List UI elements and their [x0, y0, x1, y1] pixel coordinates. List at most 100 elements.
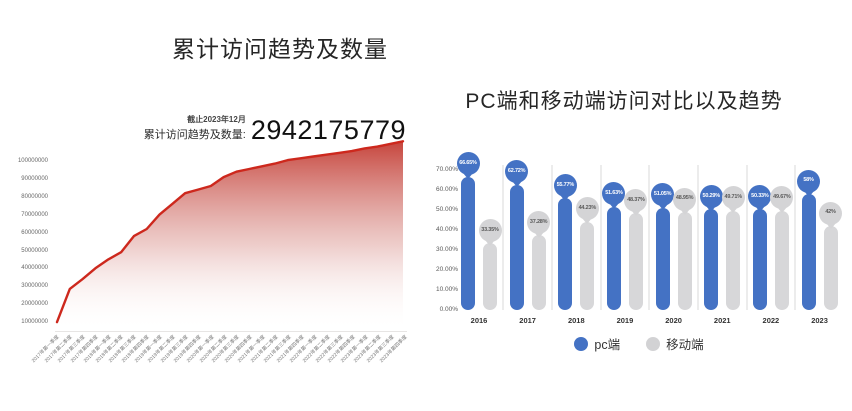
pc-value-label: 62.72%: [507, 167, 526, 174]
left-chart-title: 累计访问趋势及数量: [172, 36, 388, 62]
pc-bar: [461, 176, 475, 310]
area-fill-shape: [57, 141, 403, 331]
pc-value-balloon: 62.72%: [505, 160, 529, 184]
mobile-value-label: 44.23%: [578, 204, 597, 211]
y-axis-label: 90000000: [21, 175, 48, 182]
pc-value-balloon: 58%: [797, 169, 821, 193]
mobile-bar: [483, 243, 497, 310]
pc-value-label: 55.77%: [556, 181, 575, 188]
mobile-bar: [531, 235, 546, 310]
pc-bar: [655, 207, 670, 310]
y-axis-label: 100000000: [17, 158, 48, 164]
year-label: 2019: [616, 316, 634, 325]
pc-value-label: 58%: [803, 177, 814, 184]
year-label: 2023: [811, 316, 828, 325]
y-axis-label: 70.00%: [435, 166, 458, 173]
area-line-path: [55, 140, 405, 324]
group-divider-line: [745, 165, 748, 310]
y-axis-label: 10.00%: [435, 286, 458, 293]
y-axis-label: 30000000: [21, 283, 48, 290]
pc-bar: [801, 194, 816, 310]
y-axis-label: 80000000: [21, 193, 48, 200]
y-axis-label: 70000000: [21, 211, 48, 218]
pc-bar: [704, 209, 719, 310]
pc-legend-label: pc端: [594, 338, 621, 352]
pc-bar: [558, 198, 573, 310]
group-divider-line: [502, 165, 505, 310]
pc-bar: [606, 206, 621, 310]
mobile-bar: [823, 226, 838, 310]
cumulative-total-stat: 截止2023年12月 累计访问趋势及数量: 2942175779: [50, 114, 406, 144]
legend-item-pc: pc端: [574, 334, 620, 353]
year-label: 2020: [665, 316, 682, 325]
y-axis-label: 10000000: [21, 319, 48, 326]
area-chart-plot: [55, 140, 405, 331]
mobile-value-balloon: 49.67%: [770, 186, 794, 210]
cumulative-visits-chart: 累计访问趋势及数量 截止2023年12月 累计访问趋势及数量: 29421757…: [17, 36, 409, 364]
y-axis-label: 60.00%: [435, 186, 458, 193]
mobile-value-balloon: 48.95%: [673, 187, 697, 211]
year-label: 2022: [762, 316, 780, 325]
mobile-value-label: 49.67%: [773, 193, 791, 200]
year-label: 2021: [713, 316, 731, 325]
year-label: 2017: [519, 316, 536, 325]
y-axis-label: 0.00%: [439, 306, 458, 313]
right-chart-title: PC端和移动端访问对比以及趋势: [465, 90, 783, 113]
y-axis-label: 40000000: [21, 265, 48, 272]
pc-value-label: 66.65%: [459, 159, 477, 166]
mobile-legend-dot-icon: [646, 336, 661, 351]
mobile-value-label: 48.95%: [675, 195, 694, 202]
group-divider-line: [794, 165, 797, 310]
pc-bar: [752, 209, 767, 310]
mobile-bar: [726, 210, 741, 310]
y-axis-label: 50000000: [21, 247, 48, 254]
pc-legend-dot-icon: [574, 336, 589, 351]
year-label: 2016: [470, 316, 488, 325]
group-divider-line: [648, 165, 651, 310]
y-axis-label: 20.00%: [435, 266, 458, 273]
mobile-value-balloon: 48.37%: [624, 188, 648, 212]
y-axis-label: 50.00%: [435, 206, 458, 213]
pc-value-balloon: 51.63%: [602, 182, 626, 206]
y-axis-label: 60000000: [21, 229, 48, 236]
mobile-value-balloon: 44.23%: [575, 197, 599, 221]
mobile-value-balloon: 33.35%: [478, 218, 502, 242]
pc-bar: [509, 184, 524, 310]
pc-vs-mobile-chart: PC端和移动端访问对比以及趋势 70.00% 60.00% 50.00% 40.00%…: [426, 0, 852, 411]
mobile-value-balloon: 42%: [819, 201, 843, 225]
pc-value-balloon: 50.33%: [748, 184, 772, 208]
pc-value-balloon: 51.05%: [651, 183, 675, 207]
y-axis-label: 40.00%: [435, 226, 458, 233]
y-axis-label: 20000000: [21, 301, 48, 308]
legend-item-mobile: 移动端: [646, 334, 704, 353]
y-axis-label: 30.00%: [435, 246, 458, 253]
mobile-value-label: 48.37%: [627, 196, 645, 203]
pc-value-balloon: 50.29%: [699, 184, 723, 208]
year-label: 2018: [567, 316, 585, 325]
mobile-value-balloon: 49.71%: [721, 186, 745, 210]
pc-value-label: 51.63%: [605, 189, 623, 196]
mobile-bar: [677, 212, 692, 310]
stat-caption-label: 累计访问趋势及数量:: [143, 129, 246, 141]
group-divider-line: [696, 165, 699, 310]
mobile-legend-label: 移动端: [666, 338, 704, 352]
pc-value-balloon: 66.65%: [456, 152, 480, 176]
x-axis-line: [55, 331, 407, 332]
mobile-bar: [628, 213, 643, 310]
mobile-value-label: 33.35%: [481, 226, 499, 233]
group-divider-line: [550, 165, 553, 310]
mobile-bar: [580, 221, 595, 310]
mobile-bar: [774, 210, 789, 310]
pc-value-balloon: 55.77%: [553, 173, 577, 197]
mobile-value-label: 42%: [825, 209, 836, 216]
mobile-value-label: 49.71%: [724, 193, 743, 200]
stat-total-value: 2942175779: [250, 115, 406, 146]
pc-value-label: 51.05%: [653, 191, 672, 198]
mobile-value-balloon: 37.28%: [527, 210, 551, 234]
legend: pc端 移动端: [426, 334, 852, 353]
pc-value-label: 50.29%: [702, 192, 721, 199]
mobile-value-label: 37.28%: [529, 218, 548, 225]
stat-captions: 截止2023年12月 累计访问趋势及数量:: [144, 114, 246, 144]
pc-value-label: 50.33%: [751, 192, 769, 199]
